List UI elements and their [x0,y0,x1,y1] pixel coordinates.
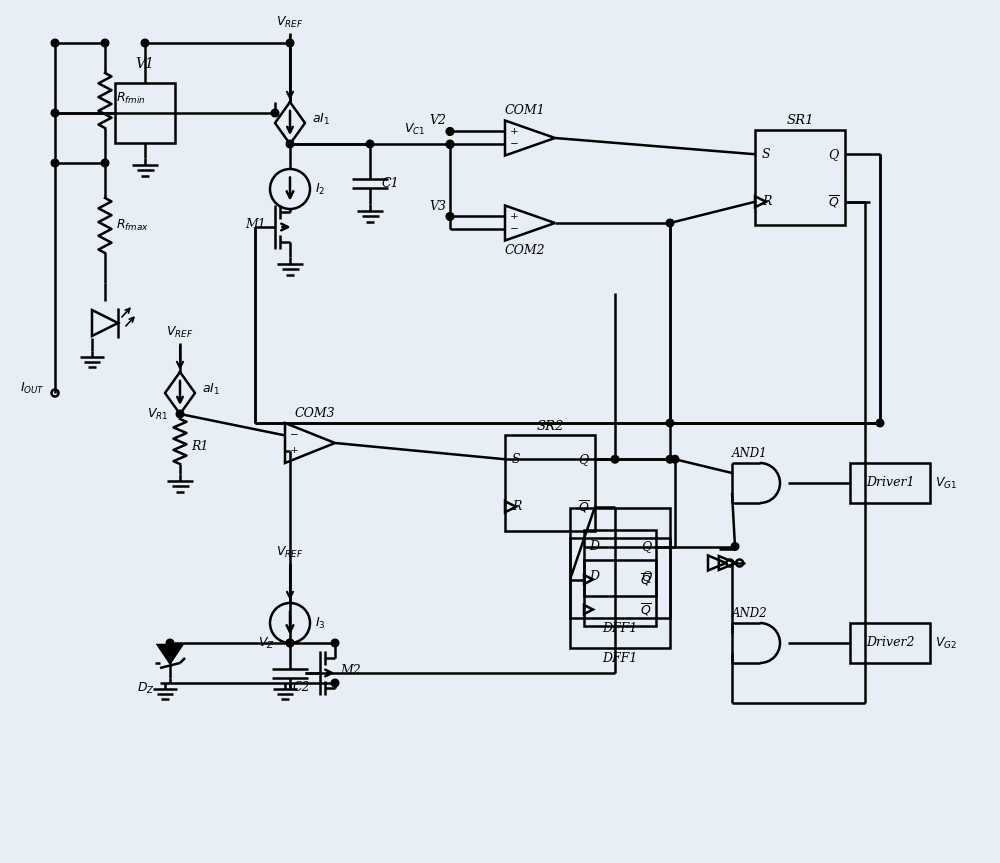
Circle shape [141,39,149,47]
Text: $V_Z$: $V_Z$ [258,635,275,651]
Text: $I_2$: $I_2$ [315,181,325,197]
Text: −: − [510,140,519,149]
Circle shape [876,419,884,427]
Text: C1: C1 [382,178,400,191]
Circle shape [671,456,679,463]
Text: $V_{G1}$: $V_{G1}$ [935,476,957,490]
Polygon shape [158,645,182,663]
Circle shape [286,39,294,47]
Circle shape [666,419,674,427]
Text: COM1: COM1 [505,104,545,117]
Text: S: S [762,148,771,161]
Text: Q: Q [641,540,651,553]
Circle shape [366,140,374,148]
Text: R: R [512,501,521,513]
Text: C2: C2 [293,681,311,694]
Text: +: + [510,211,519,221]
Text: SR2: SR2 [536,419,564,432]
Text: Q: Q [641,570,651,583]
Circle shape [666,456,674,463]
Circle shape [331,639,339,646]
Text: $\overline{Q}$: $\overline{Q}$ [578,499,590,515]
Text: M1: M1 [245,217,266,230]
Circle shape [51,110,59,117]
Text: $\overline{Q}$: $\overline{Q}$ [828,193,840,210]
Text: $\overline{Q}$: $\overline{Q}$ [640,571,652,588]
Text: $I_3$: $I_3$ [315,615,326,631]
Text: $V_{C1}$: $V_{C1}$ [404,122,425,137]
Circle shape [51,39,59,47]
Circle shape [271,110,279,117]
Text: Q: Q [578,453,588,466]
Text: AND1: AND1 [732,447,768,460]
Circle shape [611,456,619,463]
Circle shape [446,140,454,148]
Text: +: + [290,446,299,455]
Circle shape [101,39,109,47]
Circle shape [286,639,294,646]
Circle shape [446,141,454,148]
Circle shape [286,639,294,646]
Text: $aI_1$: $aI_1$ [312,111,330,127]
Circle shape [286,140,294,148]
Text: $R_{fmax}$: $R_{fmax}$ [116,217,149,232]
Text: +: + [510,127,519,135]
Text: R: R [762,195,771,208]
Text: −: − [290,431,299,440]
Text: COM3: COM3 [295,407,335,420]
Text: $aI_1$: $aI_1$ [202,381,220,397]
Text: V1: V1 [136,57,154,71]
Text: DFF1: DFF1 [602,622,638,635]
Text: S: S [512,453,521,466]
Circle shape [101,159,109,167]
Text: D: D [589,570,599,583]
Text: R1: R1 [191,439,208,452]
Circle shape [331,679,339,687]
Text: $V_{REF}$: $V_{REF}$ [166,324,194,340]
Text: AND2: AND2 [732,607,768,620]
Text: V3: V3 [429,200,446,213]
Circle shape [176,410,184,418]
Text: $V_{R1}$: $V_{R1}$ [147,406,168,421]
Text: SR1: SR1 [786,115,814,128]
Circle shape [166,639,174,646]
Circle shape [51,159,59,167]
Text: D: D [589,540,599,553]
Text: $V_{REF}$: $V_{REF}$ [276,15,304,30]
Circle shape [666,219,674,227]
Text: V2: V2 [429,114,446,127]
Text: −: − [510,225,519,234]
Text: Q: Q [828,148,838,161]
Text: DFF1: DFF1 [602,652,638,665]
Circle shape [731,543,739,551]
Text: $R_{fmin}$: $R_{fmin}$ [116,91,146,105]
Text: M2: M2 [340,664,361,677]
Text: $I_{OUT}$: $I_{OUT}$ [20,381,45,395]
Circle shape [446,212,454,220]
Text: Driver1: Driver1 [866,476,914,489]
Text: $V_{G2}$: $V_{G2}$ [935,635,957,651]
Circle shape [446,128,454,135]
Text: Driver2: Driver2 [866,637,914,650]
Text: $V_{REF}$: $V_{REF}$ [276,545,304,560]
Text: $\overline{Q}$: $\overline{Q}$ [640,602,652,618]
Text: $D_Z$: $D_Z$ [137,681,155,696]
Text: COM2: COM2 [505,243,545,256]
